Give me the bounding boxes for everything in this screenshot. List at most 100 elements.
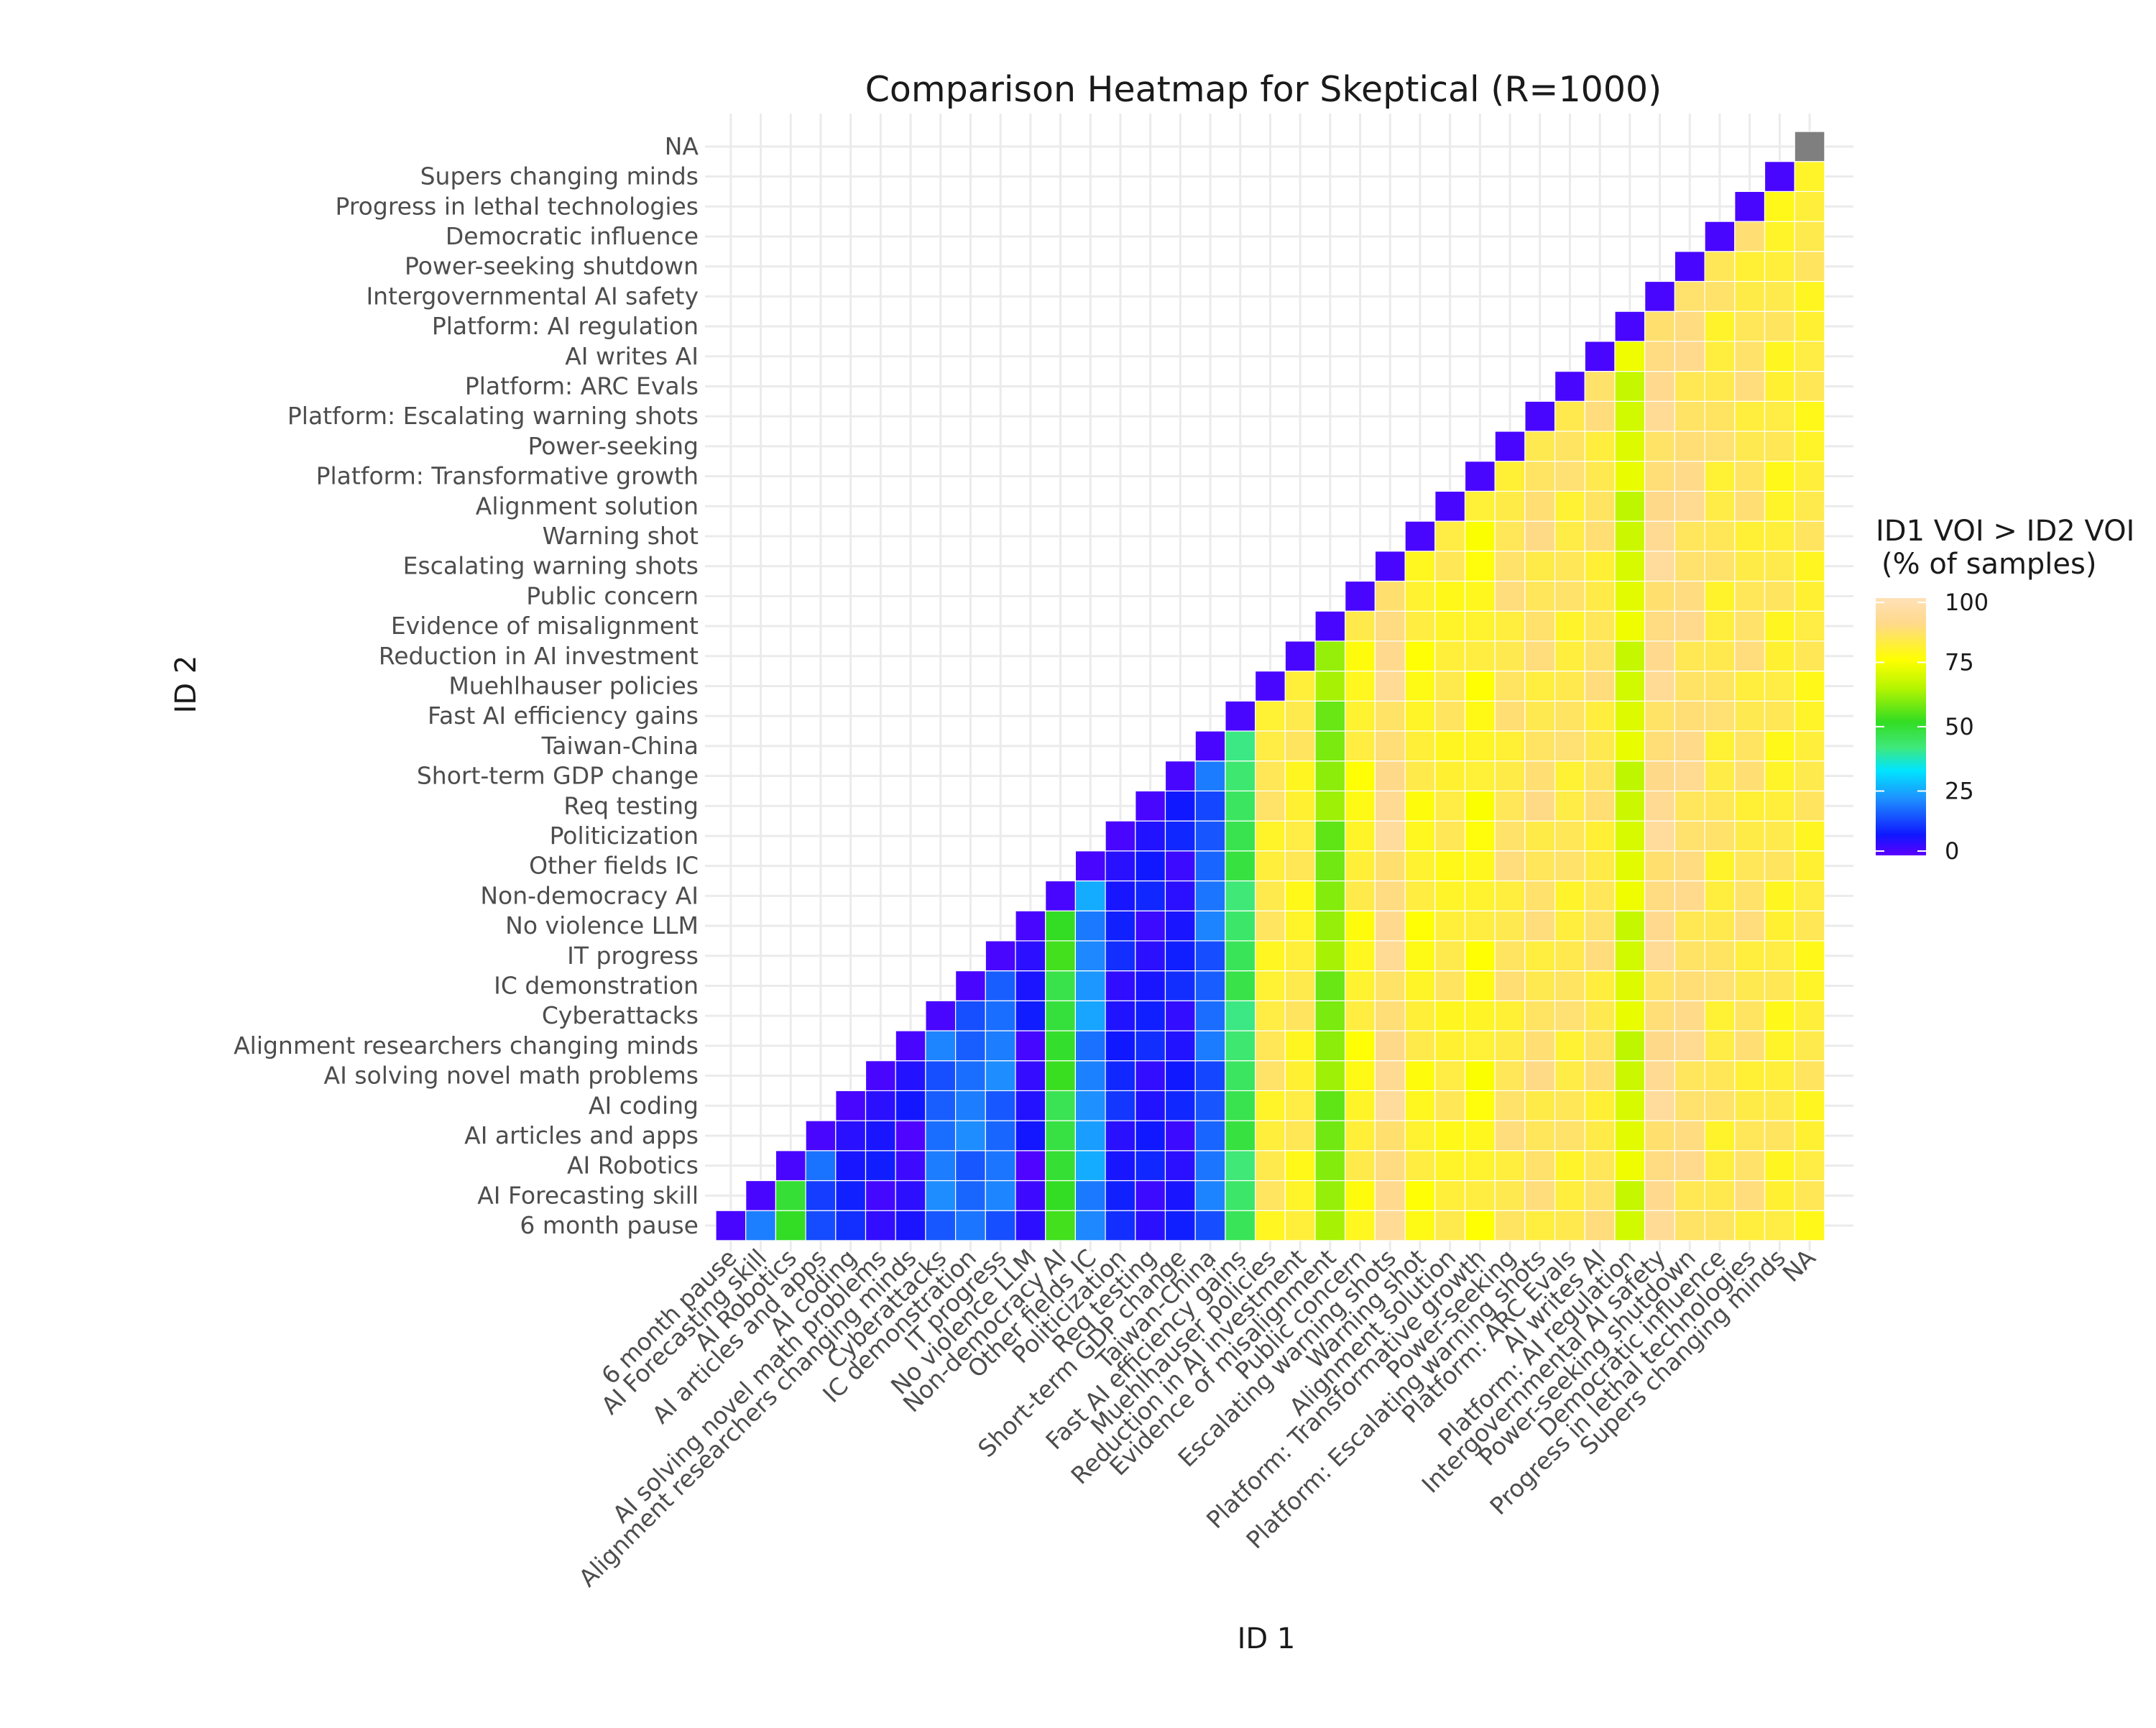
heatmap-cell	[1404, 820, 1436, 852]
heatmap-cell	[1374, 1060, 1406, 1091]
heatmap-cell	[1494, 910, 1526, 942]
heatmap-cell	[1794, 251, 1825, 282]
heatmap-cell	[1734, 670, 1766, 702]
heatmap-cell	[1464, 461, 1496, 492]
heatmap-cell	[1045, 1030, 1076, 1062]
heatmap-cell	[1074, 1060, 1106, 1091]
heatmap-cell	[1254, 700, 1286, 732]
heatmap-cell	[1345, 1090, 1376, 1121]
heatmap-cell	[1314, 1120, 1346, 1152]
heatmap-cell	[1524, 610, 1556, 642]
heatmap-cell	[1284, 1090, 1316, 1121]
heatmap-cell	[775, 1180, 806, 1211]
y-tick-label: AI articles and apps	[464, 1121, 699, 1149]
heatmap-cell	[1794, 221, 1825, 252]
legend-ticks: 100 75 50 25 0	[1876, 589, 1989, 865]
heatmap-cell	[1105, 1090, 1136, 1121]
heatmap-cell	[1464, 790, 1496, 822]
heatmap-cell	[985, 1060, 1016, 1091]
heatmap-cell	[1494, 640, 1526, 672]
heatmap-cell	[1644, 1180, 1675, 1211]
heatmap-cell	[1135, 820, 1166, 852]
heatmap-cell	[1734, 251, 1766, 282]
heatmap-cell	[1225, 1210, 1256, 1241]
heatmap-cell	[1314, 940, 1346, 972]
heatmap-cell	[1764, 280, 1795, 312]
heatmap-cell	[1404, 1060, 1436, 1091]
heatmap-cell	[1254, 880, 1286, 911]
heatmap-cell	[1314, 1180, 1346, 1211]
heatmap-cell	[1434, 970, 1466, 1001]
heatmap-cell	[1374, 1150, 1406, 1182]
heatmap-cell	[1614, 400, 1646, 432]
heatmap-cell	[1584, 610, 1616, 642]
heatmap-cell	[1764, 820, 1795, 852]
heatmap-cell	[1794, 670, 1825, 702]
heatmap-cell	[1015, 970, 1046, 1001]
heatmap-cell	[1284, 1180, 1316, 1211]
heatmap-cell	[1404, 1180, 1436, 1211]
heatmap-cell	[1494, 880, 1526, 911]
heatmap-cell	[1284, 670, 1316, 702]
heatmap-cell	[1674, 580, 1705, 612]
heatmap-cell	[1674, 670, 1705, 702]
heatmap-cell	[835, 1150, 867, 1182]
heatmap-cell	[1345, 1060, 1376, 1091]
heatmap-cell	[1524, 1090, 1556, 1121]
heatmap-cell	[1584, 940, 1616, 972]
heatmap-cell	[1194, 790, 1226, 822]
heatmap-cell	[1284, 1210, 1316, 1241]
heatmap-cell	[1554, 730, 1585, 762]
heatmap-cell	[1674, 820, 1705, 852]
y-axis-title: ID 2	[170, 656, 203, 714]
heatmap-cell	[1734, 580, 1766, 612]
heatmap-cell	[865, 1180, 896, 1211]
heatmap-cell	[1554, 461, 1585, 492]
heatmap-cell	[1074, 940, 1106, 972]
heatmap-cell	[1734, 190, 1766, 222]
heatmap-cell	[985, 1120, 1016, 1152]
heatmap-cell	[1734, 820, 1766, 852]
heatmap-cell	[1434, 880, 1466, 911]
heatmap-cell	[1674, 551, 1705, 582]
heatmap-cell	[1644, 520, 1675, 552]
heatmap-cell	[1254, 1120, 1286, 1152]
heatmap-cell	[1674, 940, 1705, 972]
heatmap-cell	[1164, 1150, 1196, 1182]
heatmap-cell	[1464, 1150, 1496, 1182]
heatmap-cell	[1764, 850, 1795, 882]
heatmap-cell	[1614, 431, 1646, 462]
heatmap-cell	[1614, 580, 1646, 612]
legend-title-line2: (% of samples)	[1881, 548, 2096, 581]
heatmap-cell	[925, 1180, 957, 1211]
heatmap-cell	[1644, 280, 1675, 312]
heatmap-cell	[1254, 730, 1286, 762]
heatmap-cell	[1554, 551, 1585, 582]
heatmap-cell	[1045, 1210, 1076, 1241]
heatmap-cell	[1674, 610, 1705, 642]
heatmap-cell	[1674, 1030, 1705, 1062]
heatmap-cell	[1764, 251, 1795, 282]
heatmap-cell	[1734, 551, 1766, 582]
heatmap-cell	[1494, 790, 1526, 822]
heatmap-cell	[1614, 1150, 1646, 1182]
heatmap-cell	[1105, 1000, 1136, 1031]
heatmap-cell	[1494, 1060, 1526, 1091]
heatmap-cell	[1794, 370, 1825, 402]
heatmap-cell	[1674, 490, 1705, 522]
heatmap-cell	[1794, 1060, 1825, 1091]
y-tick-label: Power-seeking	[528, 432, 699, 460]
heatmap-cell	[1345, 730, 1376, 762]
y-tick-label: Platform: Transformative growth	[316, 462, 699, 490]
heatmap-cell	[1554, 940, 1585, 972]
chart-title: Comparison Heatmap for Skeptical (R=1000…	[865, 69, 1662, 110]
heatmap-cell	[1164, 850, 1196, 882]
heatmap-cell	[1464, 1030, 1496, 1062]
heatmap-cell	[1704, 640, 1736, 672]
y-tick-label: Platform: AI regulation	[432, 312, 699, 340]
heatmap-cell	[1554, 370, 1585, 402]
heatmap-cell	[1374, 580, 1406, 612]
heatmap-cell	[895, 1210, 926, 1241]
heatmap-cell	[1164, 820, 1196, 852]
heatmap-cell	[1614, 610, 1646, 642]
